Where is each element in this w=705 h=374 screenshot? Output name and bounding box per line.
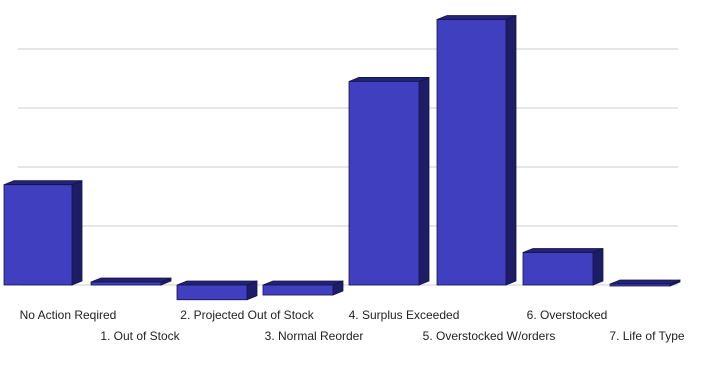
category-label-0: No Action Reqired xyxy=(20,308,117,322)
bar-top-2 xyxy=(176,280,258,286)
bars xyxy=(3,14,681,301)
bar-top-6 xyxy=(522,248,604,253)
bar-side-0 xyxy=(71,180,83,286)
category-label-6: 6. Overstocked xyxy=(527,308,608,322)
category-label-1: 1. Out of Stock xyxy=(100,329,180,343)
bar-side-5 xyxy=(505,14,517,286)
bar-top-7 xyxy=(609,279,681,285)
bar-6 xyxy=(522,247,604,286)
bar-1 xyxy=(90,277,172,286)
bar-front-7 xyxy=(609,283,671,287)
bar-front-2 xyxy=(176,284,248,301)
bar-front-6 xyxy=(522,252,594,286)
bar-front-3 xyxy=(262,284,334,296)
category-label-5: 5. Overstocked W/orders xyxy=(423,329,556,343)
bar-0 xyxy=(3,180,83,286)
bar-5 xyxy=(436,14,517,286)
bar-front-0 xyxy=(3,184,73,286)
bar-top-0 xyxy=(3,180,83,186)
category-label-7: 7. Life of Type xyxy=(609,329,684,343)
category-label-4: 4. Surplus Exceeded xyxy=(349,308,460,322)
category-label-3: 3. Normal Reorder xyxy=(265,329,364,343)
bar-front-5 xyxy=(436,19,507,286)
bar-top-4 xyxy=(348,77,430,82)
bar-2 xyxy=(176,280,258,301)
bar-top-3 xyxy=(262,280,344,286)
bar-side-6 xyxy=(592,247,604,286)
bar-front-4 xyxy=(348,81,420,286)
bar-3 xyxy=(262,280,344,296)
bar-front-1 xyxy=(90,281,162,286)
bar-side-4 xyxy=(418,76,430,286)
bar-top-1 xyxy=(90,277,172,283)
bar-top-5 xyxy=(436,15,517,20)
category-label-2: 2. Projected Out of Stock xyxy=(180,308,314,322)
bar-7 xyxy=(609,279,681,287)
bar-4 xyxy=(348,76,430,286)
